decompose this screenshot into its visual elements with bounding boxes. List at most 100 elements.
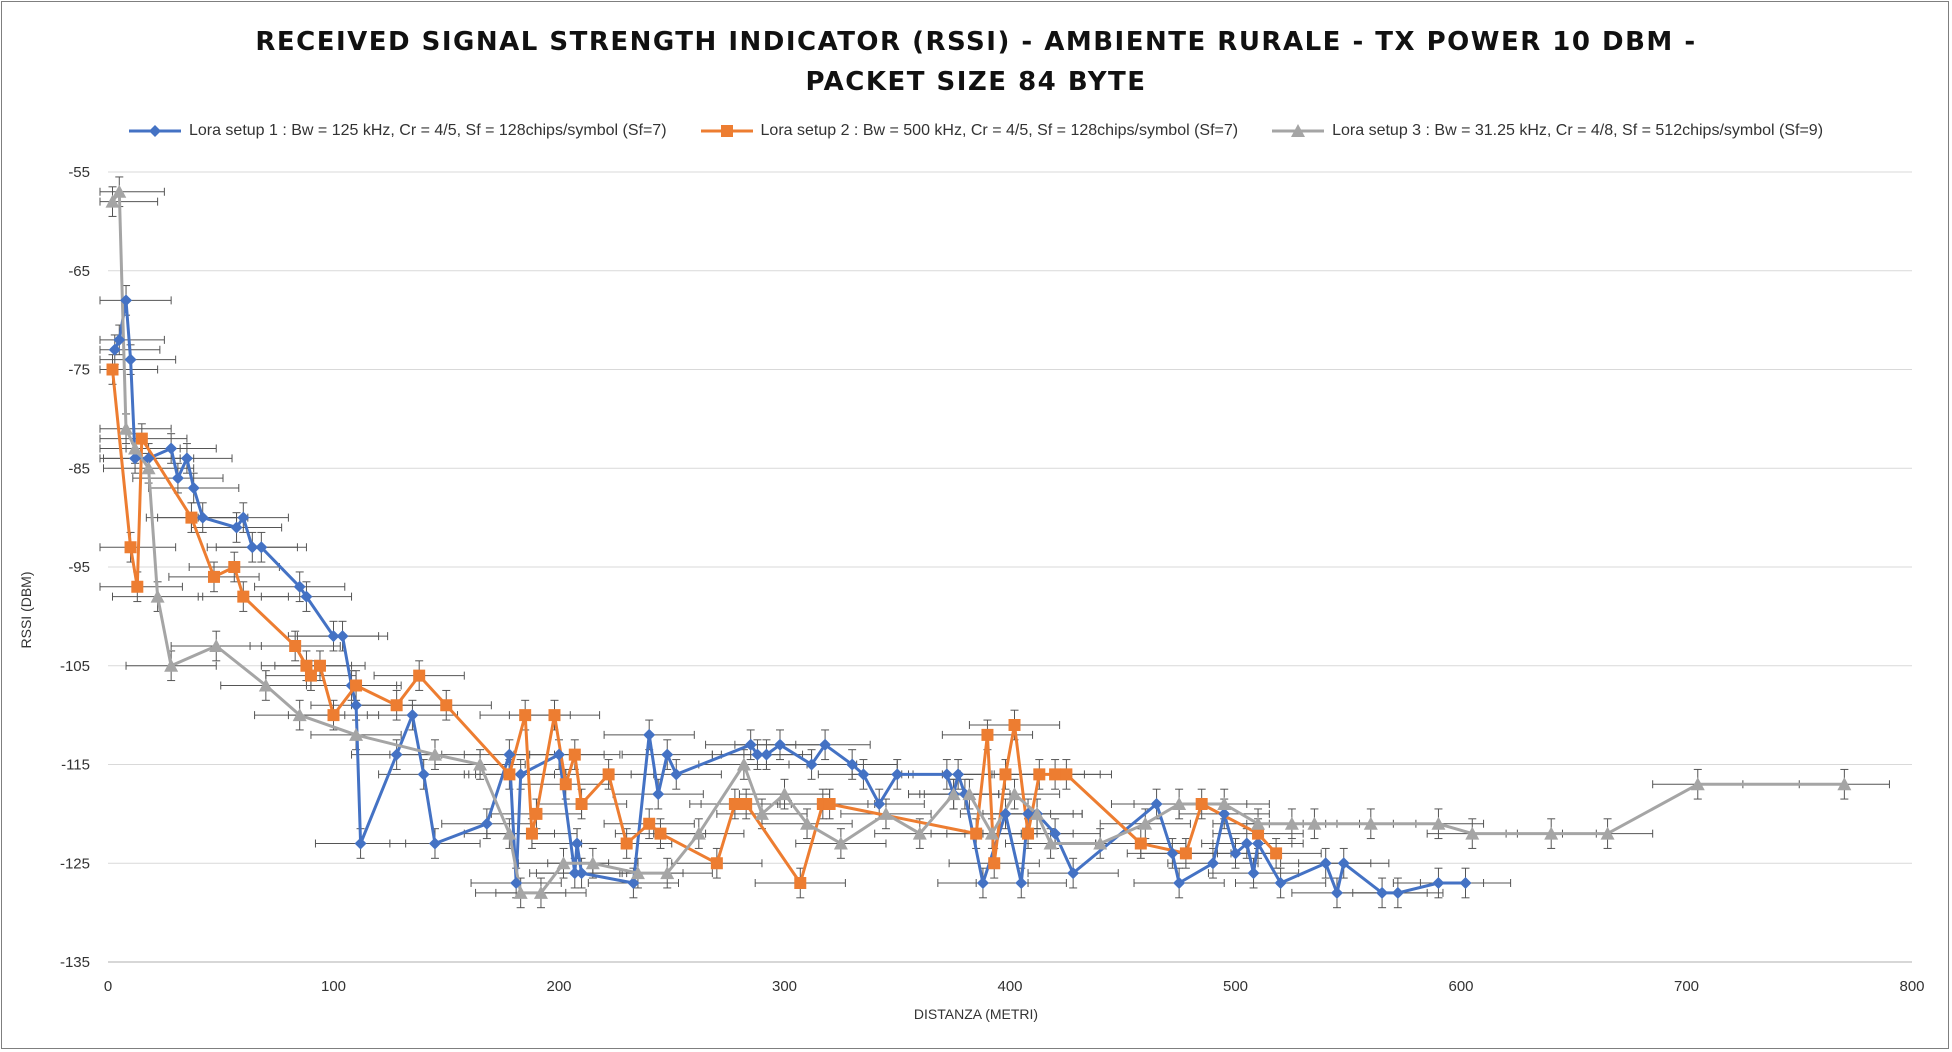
data-point-setup2 [620,837,633,850]
data-point-setup3 [1251,816,1266,830]
data-point-setup3 [1217,797,1232,810]
legend-item-setup1: Lora setup 1 : Bw = 125 kHz, Cr = 4/5, S… [128,118,667,144]
legend-label-setup1: Lora setup 1 : Bw = 125 kHz, Cr = 4/5, S… [188,122,667,139]
data-point-setup2 [350,679,363,692]
data-point-setup2 [135,432,148,445]
data-point-setup1 [952,768,965,781]
x-tick-label: 800 [1899,978,1924,995]
data-point-setup2 [1022,827,1035,840]
data-point-setup1 [1022,807,1035,820]
data-point-setup2 [413,669,426,682]
data-point-setup1 [1391,886,1404,899]
data-point-setup3 [1363,816,1378,830]
x-tick-label: 700 [1674,978,1699,995]
data-point-setup3 [258,678,273,692]
data-point-setup2 [999,768,1012,781]
data-point-setup1 [165,442,178,455]
data-point-setup1 [1015,877,1028,889]
data-point-setup2 [740,798,753,810]
data-point-setup1 [670,768,683,781]
data-point-setup3 [946,787,961,801]
y-tick-label: -85 [68,460,90,477]
y-tick-label: -125 [60,855,90,872]
data-point-setup3 [691,826,706,840]
data-point-setup1 [1229,847,1242,860]
data-point-setup2 [568,748,581,761]
data-point-setup1 [510,877,523,889]
x-tick-label: 500 [1223,978,1248,995]
data-point-setup1 [1150,798,1163,810]
data-point-setup1 [1330,886,1343,899]
data-point-setup2 [106,363,119,376]
data-point-setup1 [1459,877,1472,889]
data-point-setup3 [1007,787,1022,801]
data-point-setup1 [1337,857,1350,870]
series-markers [105,184,1852,899]
chart-title-line2: PACKET SIZE 84 BYTE [805,67,1147,97]
data-point-setup2 [300,659,313,672]
data-point-setup2 [237,590,250,603]
data-point-setup1 [805,758,818,771]
series-line-setup2 [111,369,1278,885]
data-point-setup1 [417,768,430,781]
data-point-setup3 [736,757,751,771]
data-point-setup1 [1067,867,1080,880]
error-bars [99,176,1890,909]
data-point-setup1 [480,817,493,830]
data-point-setup2 [559,778,572,791]
data-point-setup1 [661,748,674,761]
data-point-setup3 [349,727,364,741]
data-point-setup2 [710,857,723,870]
data-point-setup2 [313,659,326,672]
data-point-setup1 [1049,827,1062,840]
data-point-setup1 [1252,837,1265,850]
data-point-setup1 [428,837,441,850]
y-tick-label: -75 [68,362,90,379]
data-point-setup1 [891,768,904,781]
data-point-setup3 [473,757,488,771]
data-point-setup1 [1432,877,1445,889]
data-point-setup2 [1049,768,1062,781]
data-point-setup2 [327,709,340,722]
data-point-setup2 [981,728,994,741]
data-point-setup3 [1172,797,1187,810]
data-point-setup3 [502,826,517,840]
data-point-setup1 [1274,877,1287,889]
x-tick-label: 100 [321,978,346,995]
data-point-setup3 [150,589,165,603]
data-point-setup2 [519,709,532,722]
data-point-setup1 [575,867,588,880]
data-point-setup3 [141,461,156,475]
data-point-setup2 [1179,847,1192,860]
data-point-setup1 [142,452,155,465]
data-point-setup1 [1166,847,1179,860]
data-point-setup2 [1195,798,1208,810]
x-axis-label: DISTANZA (METRI) [913,1006,1039,1022]
data-point-setup3 [1093,836,1108,850]
data-point-setup1 [354,837,367,850]
data-point-setup2 [207,570,220,583]
data-point-setup2 [530,807,543,820]
data-point-setup1 [846,758,859,771]
legend-marker-setup3 [1272,124,1325,137]
data-point-setup3 [754,806,769,820]
data-point-setup3 [1544,826,1559,840]
data-point-setup2 [1033,768,1046,781]
data-point-setup1 [255,541,268,554]
data-point-setup3 [427,747,442,761]
data-point-setup3 [1307,816,1322,830]
data-point-setup3 [1465,826,1480,840]
data-point-setup1 [129,452,142,465]
data-point-setup3 [513,885,528,899]
x-tick-label: 600 [1448,978,1473,995]
data-point-setup1 [514,768,527,781]
data-point-setup1 [1206,857,1219,870]
data-point-setup2 [1134,837,1147,850]
data-point-setup3 [585,856,600,870]
data-point-setup2 [970,827,983,840]
data-point-setup1 [751,748,764,761]
data-point-setup1 [171,472,184,485]
series-lines [111,190,1845,895]
data-point-setup1 [652,788,665,801]
